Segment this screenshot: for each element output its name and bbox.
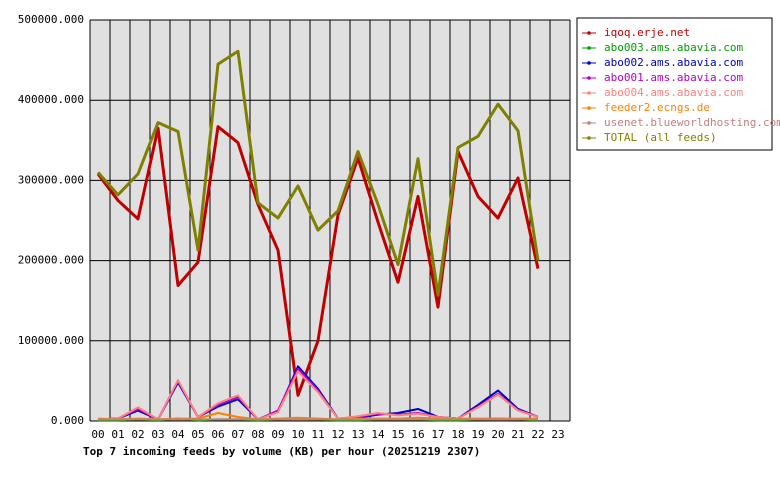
x-tick-label: 08 <box>251 428 264 441</box>
legend-label: iqoq.erje.net <box>604 26 690 39</box>
legend-label: TOTAL (all feeds) <box>604 131 717 144</box>
x-tick-label: 16 <box>411 428 424 441</box>
legend-label: abo002.ams.abavia.com <box>604 56 743 69</box>
legend-marker <box>587 121 591 125</box>
legend-marker <box>587 106 591 110</box>
y-tick-label: 0.000 <box>51 414 84 427</box>
y-tick-label: 500000.000 <box>18 13 84 26</box>
legend-marker <box>587 31 591 35</box>
y-tick-label: 400000.000 <box>18 93 84 106</box>
x-tick-label: 01 <box>111 428 124 441</box>
x-tick-label: 00 <box>91 428 104 441</box>
legend-label: abo004.ams.abavia.com <box>604 86 743 99</box>
legend-label: abo001.ams.abavia.com <box>604 71 743 84</box>
x-tick-label: 20 <box>491 428 504 441</box>
x-tick-label: 11 <box>311 428 324 441</box>
legend-label: feeder2.ecngs.de <box>604 101 710 114</box>
legend-marker <box>587 91 591 95</box>
y-tick-label: 300000.000 <box>18 173 84 186</box>
legend-marker <box>587 76 591 80</box>
x-tick-label: 02 <box>131 428 144 441</box>
x-tick-label: 14 <box>371 428 385 441</box>
series-line <box>96 125 540 397</box>
x-tick-label: 03 <box>151 428 164 441</box>
x-tick-label: 07 <box>231 428 244 441</box>
x-tick-label: 04 <box>171 428 185 441</box>
legend <box>576 17 773 151</box>
x-tick-label: 06 <box>211 428 224 441</box>
x-tick-label: 19 <box>471 428 484 441</box>
y-tick-label: 100000.000 <box>18 334 84 347</box>
series-line <box>97 370 539 421</box>
legend-marker <box>587 61 591 65</box>
legend-label: usenet.blueworldhosting.com <box>604 116 780 129</box>
x-tick-label: 21 <box>511 428 524 441</box>
x-tick-label: 10 <box>291 428 304 441</box>
x-tick-label: 13 <box>351 428 364 441</box>
x-tick-label: 09 <box>271 428 284 441</box>
x-tick-label: 15 <box>391 428 404 441</box>
series-line <box>96 49 540 297</box>
y-tick-label: 200000.000 <box>18 254 84 267</box>
legend-label: abo003.ams.abavia.com <box>604 41 743 54</box>
legend-marker <box>587 136 591 140</box>
x-tick-label: 17 <box>431 428 444 441</box>
x-tick-label: 05 <box>191 428 204 441</box>
x-tick-label: 23 <box>551 428 564 441</box>
x-tick-label: 12 <box>331 428 344 441</box>
x-tick-label: 18 <box>451 428 464 441</box>
chart-title: Top 7 incoming feeds by volume (KB) per … <box>83 445 480 458</box>
legend-marker <box>587 46 591 50</box>
x-tick-label: 22 <box>531 428 544 441</box>
